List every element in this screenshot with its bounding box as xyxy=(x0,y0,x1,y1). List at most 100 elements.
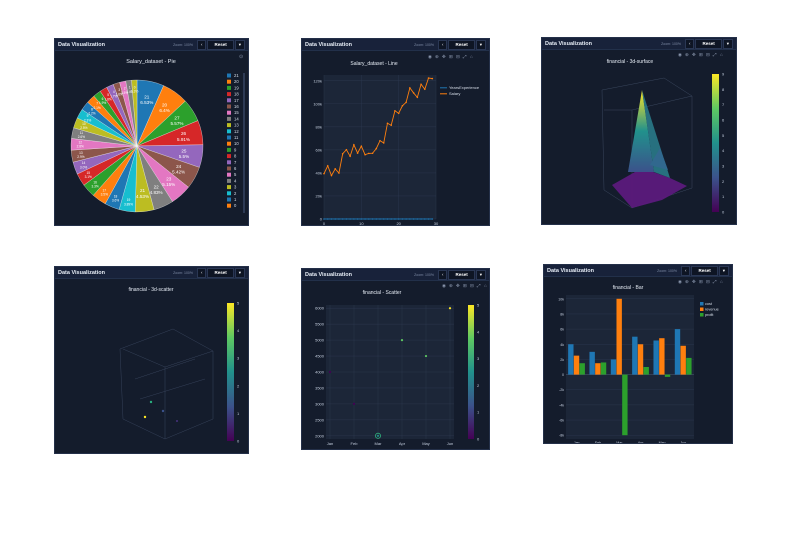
legend-label[interactable]: 19 xyxy=(234,85,239,90)
autoscale-icon[interactable]: ⤢ xyxy=(477,283,481,288)
legend-swatch[interactable] xyxy=(227,104,231,109)
legend-label[interactable]: 0 xyxy=(234,203,237,208)
pan-icon[interactable]: ✥ xyxy=(442,54,446,59)
legend-swatch[interactable] xyxy=(227,110,231,115)
autoscale-icon[interactable]: ⤢ xyxy=(463,54,467,59)
legend-swatch[interactable] xyxy=(227,166,231,171)
legend-label[interactable]: 2 xyxy=(234,191,237,196)
legend-swatch[interactable] xyxy=(227,85,231,90)
menu-button[interactable]: ▾ xyxy=(234,39,245,50)
legend-swatch[interactable] xyxy=(700,307,704,312)
legend-label[interactable]: 16 xyxy=(234,104,239,109)
prev-button[interactable]: ‹ xyxy=(437,269,448,280)
legend-label[interactable]: 18 xyxy=(234,92,239,97)
reset-button[interactable]: Reset xyxy=(695,38,722,49)
menu-button[interactable]: ▾ xyxy=(234,267,245,278)
legend-label[interactable]: 3 xyxy=(234,185,237,190)
legend-scrollbar[interactable] xyxy=(243,73,245,213)
prev-button[interactable]: ‹ xyxy=(196,267,207,278)
legend-label[interactable]: revenue xyxy=(705,308,719,312)
camera-icon[interactable]: ◉ xyxy=(678,279,683,284)
autoscale-icon[interactable]: ⤢ xyxy=(713,279,717,284)
legend-swatch[interactable] xyxy=(700,302,704,306)
legend-label[interactable]: 8 xyxy=(234,154,237,159)
pan-icon[interactable]: ✥ xyxy=(456,283,460,288)
autoscale-icon[interactable]: ⤢ xyxy=(713,52,717,57)
legend-swatch[interactable] xyxy=(227,92,231,97)
pan-icon[interactable]: ✥ xyxy=(692,52,696,57)
zoom-in-icon[interactable]: ⊞ xyxy=(449,54,453,59)
prev-button[interactable]: ‹ xyxy=(437,39,448,50)
legend-swatch[interactable] xyxy=(227,154,231,159)
legend-label[interactable]: 21 xyxy=(234,73,239,78)
legend-label[interactable]: Salary xyxy=(449,91,460,96)
menu-button[interactable]: ▾ xyxy=(475,269,486,280)
legend-label[interactable]: profit xyxy=(705,313,714,317)
zoom-out-icon[interactable]: ⊟ xyxy=(706,279,710,284)
legend-label[interactable]: 11 xyxy=(234,135,239,140)
legend-swatch[interactable] xyxy=(227,172,231,177)
legend-label[interactable]: 5 xyxy=(234,172,237,177)
legend-swatch[interactable] xyxy=(227,203,231,208)
zoom-in-icon[interactable]: ⊞ xyxy=(699,279,703,284)
legend-label[interactable]: 6 xyxy=(234,166,237,171)
home-icon[interactable]: ⌂ xyxy=(484,283,487,288)
reset-button[interactable]: Reset xyxy=(691,265,718,276)
menu-button[interactable]: ▾ xyxy=(475,39,486,50)
reset-button[interactable]: Reset xyxy=(448,39,475,50)
prev-button[interactable]: ‹ xyxy=(684,38,695,49)
legend-swatch[interactable] xyxy=(227,135,231,140)
prev-button[interactable]: ‹ xyxy=(196,39,207,50)
legend-label[interactable]: 20 xyxy=(234,79,239,84)
legend-label[interactable]: 13 xyxy=(234,123,239,128)
reset-button[interactable]: Reset xyxy=(207,267,234,278)
home-icon[interactable]: ⌂ xyxy=(720,52,723,57)
legend-label[interactable]: 17 xyxy=(234,98,239,103)
legend-label[interactable]: 12 xyxy=(234,129,239,134)
legend-swatch[interactable] xyxy=(227,123,231,128)
camera-icon[interactable]: ◉ xyxy=(678,52,683,57)
legend-swatch[interactable] xyxy=(227,197,231,202)
home-icon[interactable]: ⌂ xyxy=(470,54,473,59)
legend-swatch[interactable] xyxy=(227,98,231,103)
legend-swatch[interactable] xyxy=(227,73,231,78)
zoom-icon[interactable]: ⊕ xyxy=(685,279,689,284)
pan-icon[interactable]: ✥ xyxy=(692,279,696,284)
zoom-in-icon[interactable]: ⊞ xyxy=(463,283,467,288)
menu-button[interactable]: ▾ xyxy=(718,265,729,276)
legend-swatch[interactable] xyxy=(227,147,231,152)
legend-swatch[interactable] xyxy=(227,79,231,84)
legend-swatch[interactable] xyxy=(227,141,231,146)
reset-button[interactable]: Reset xyxy=(448,269,475,280)
zoom-icon[interactable]: ⊕ xyxy=(685,52,689,57)
legend-swatch[interactable] xyxy=(227,160,231,165)
zoom-out-icon[interactable]: ⊟ xyxy=(706,52,710,57)
zoom-icon[interactable]: ⊕ xyxy=(435,54,439,59)
legend-label[interactable]: YearsExperience xyxy=(449,85,480,90)
home-icon[interactable]: ⌂ xyxy=(720,279,723,284)
legend-swatch[interactable] xyxy=(227,129,231,134)
legend-label[interactable]: 1 xyxy=(234,197,237,202)
legend-swatch[interactable] xyxy=(227,185,231,190)
zoom-out-icon[interactable]: ⊟ xyxy=(470,283,474,288)
prev-button[interactable]: ‹ xyxy=(680,265,691,276)
reset-button[interactable]: Reset xyxy=(207,39,234,50)
zoom-icon[interactable]: ⊕ xyxy=(449,283,453,288)
legend-label[interactable]: 9 xyxy=(234,147,237,152)
legend-label[interactable]: 15 xyxy=(234,110,239,115)
legend-label[interactable]: 14 xyxy=(234,116,239,121)
legend-label[interactable]: 4 xyxy=(234,178,237,183)
legend-label[interactable]: 10 xyxy=(234,141,239,146)
legend-label[interactable]: cost xyxy=(705,302,713,306)
camera-icon[interactable]: ◉ xyxy=(442,283,447,288)
camera-icon[interactable]: ⊙ xyxy=(239,54,243,60)
camera-icon[interactable]: ◉ xyxy=(428,54,433,59)
legend-swatch[interactable] xyxy=(227,116,231,121)
legend-swatch[interactable] xyxy=(227,191,231,196)
zoom-out-icon[interactable]: ⊟ xyxy=(456,54,460,59)
legend-swatch[interactable] xyxy=(227,178,231,183)
zoom-in-icon[interactable]: ⊞ xyxy=(699,52,703,57)
legend-label[interactable]: 7 xyxy=(234,160,237,165)
menu-button[interactable]: ▾ xyxy=(722,38,733,49)
legend-swatch[interactable] xyxy=(700,313,704,317)
